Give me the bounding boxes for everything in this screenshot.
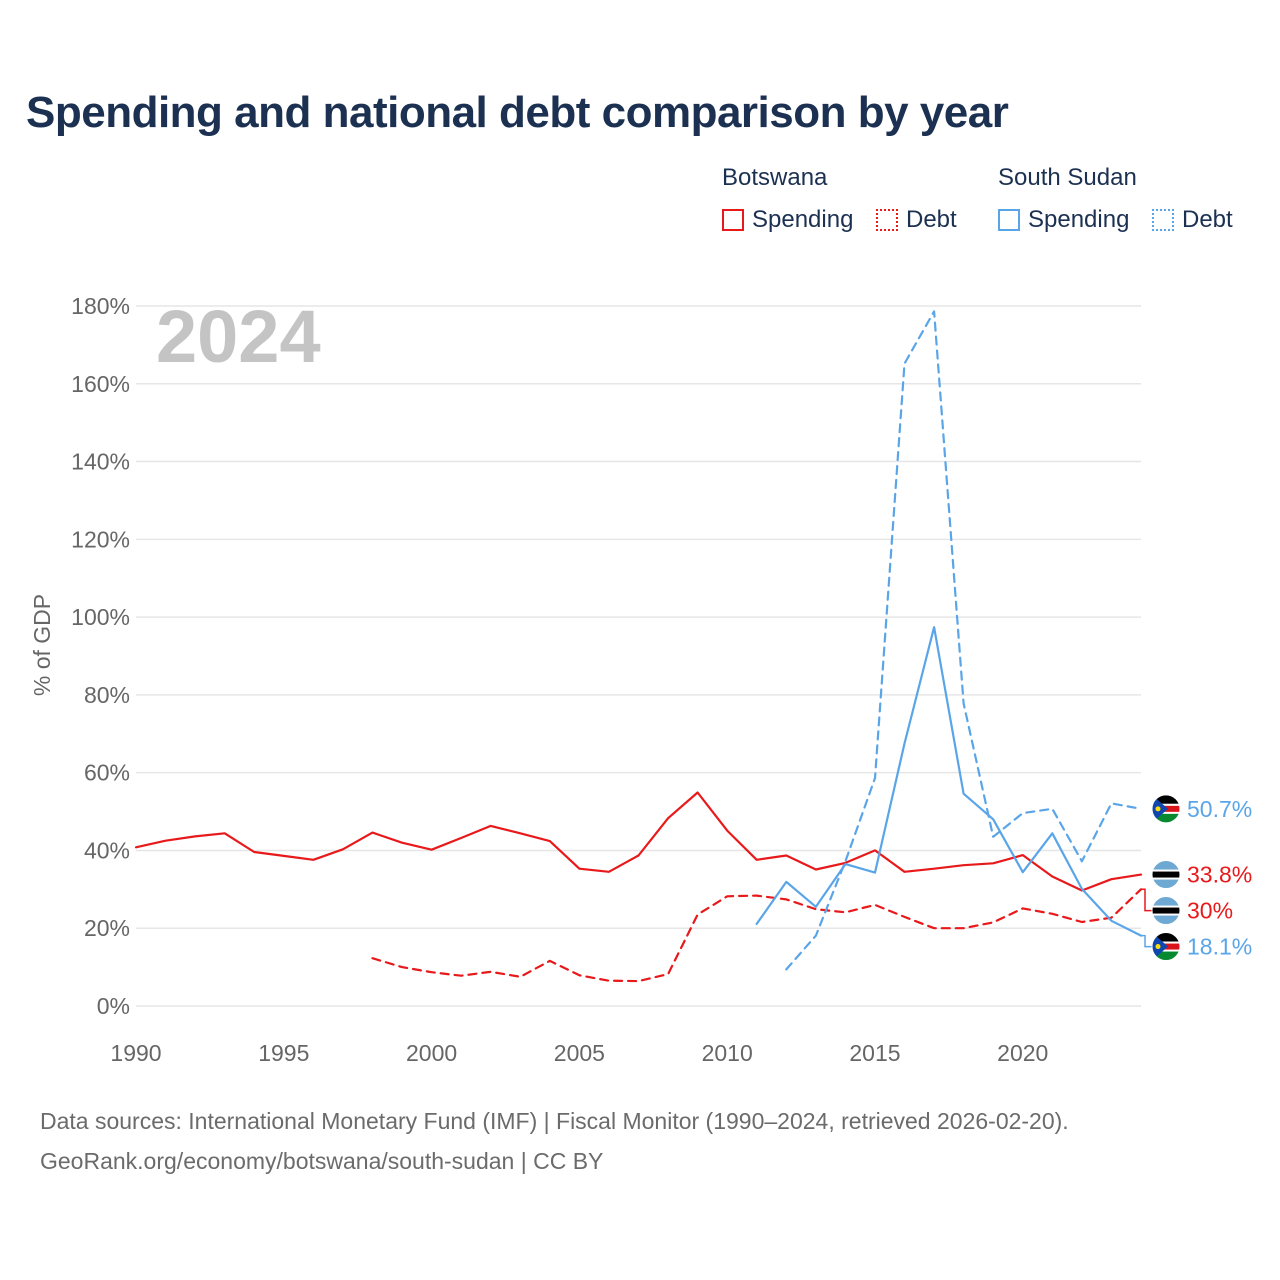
x-tick-label: 2000 <box>406 1040 457 1066</box>
botswana-flag-icon <box>1152 896 1180 925</box>
gridlines <box>136 305 1141 1007</box>
label-connector <box>1141 888 1152 912</box>
end-value-label: 18.1% <box>1187 934 1252 960</box>
legend-swatch-solid-blue <box>998 209 1020 231</box>
end-value-label: 33.8% <box>1187 862 1252 888</box>
end-value-label: 50.7% <box>1187 796 1252 822</box>
x-tick-label: 1990 <box>110 1040 161 1066</box>
y-axis-ticks: 0% 20% 40% 60% 80% 100% 120% 140% 160% 180% <box>71 293 130 1019</box>
x-tick-label: 2005 <box>554 1040 605 1066</box>
south-sudan-flag-icon <box>1152 794 1180 823</box>
x-tick-label: 2015 <box>849 1040 900 1066</box>
y-tick-label: 80% <box>84 682 130 708</box>
x-axis-ticks: 1990 1995 2000 2005 2010 2015 2020 <box>110 1040 1048 1066</box>
y-tick-label: 120% <box>71 526 130 552</box>
legend-label: Spending <box>1028 206 1130 233</box>
legend-botswana-spending[interactable]: Spending <box>722 206 853 234</box>
legend-label: Spending <box>752 206 854 233</box>
y-tick-label: 100% <box>71 604 130 630</box>
x-tick-label: 2020 <box>997 1040 1048 1066</box>
year-watermark: 2024 <box>156 295 321 378</box>
legend-label: Debt <box>1182 206 1233 233</box>
label-connector <box>1141 934 1152 948</box>
legend-south-sudan-debt[interactable]: Debt <box>1152 206 1233 234</box>
series-botswana-spending <box>134 791 1143 892</box>
chart-title: Spending and national debt comparison by… <box>26 88 1009 137</box>
y-tick-label: 140% <box>71 449 130 475</box>
y-tick-label: 20% <box>84 915 130 941</box>
legend-botswana-debt[interactable]: Debt <box>876 206 957 234</box>
series-lines <box>134 310 1143 983</box>
y-tick-label: 40% <box>84 837 130 863</box>
series-south-sudan-spending <box>755 626 1143 937</box>
legend-label: Debt <box>906 206 957 233</box>
y-tick-label: 0% <box>97 993 130 1019</box>
botswana-flag-icon <box>1152 860 1180 889</box>
y-tick-label: 160% <box>71 371 130 397</box>
series-botswana-debt <box>371 888 1143 983</box>
south-sudan-flag-icon <box>1152 932 1180 961</box>
x-tick-label: 1995 <box>258 1040 309 1066</box>
legend-group-botswana: Botswana <box>722 164 828 191</box>
end-labels: 50.7% 33.8% 30% 18.1% <box>1141 794 1252 962</box>
series-south-sudan-debt <box>785 310 1143 971</box>
data-source-text: Data sources: International Monetary Fun… <box>40 1108 1069 1134</box>
y-axis-label: % of GDP <box>29 594 55 696</box>
attribution-text: GeoRank.org/economy/botswana/south-sudan… <box>40 1148 604 1174</box>
legend-swatch-dotted-blue <box>1152 209 1174 231</box>
y-tick-label: 180% <box>71 293 130 319</box>
end-value-label: 30% <box>1187 898 1233 924</box>
legend-south-sudan-spending[interactable]: Spending <box>998 206 1129 234</box>
legend-group-south-sudan: South Sudan <box>998 164 1137 191</box>
legend-swatch-solid-red <box>722 209 744 231</box>
legend-swatch-dotted-red <box>876 209 898 231</box>
x-tick-label: 2010 <box>702 1040 753 1066</box>
y-tick-label: 60% <box>84 760 130 786</box>
